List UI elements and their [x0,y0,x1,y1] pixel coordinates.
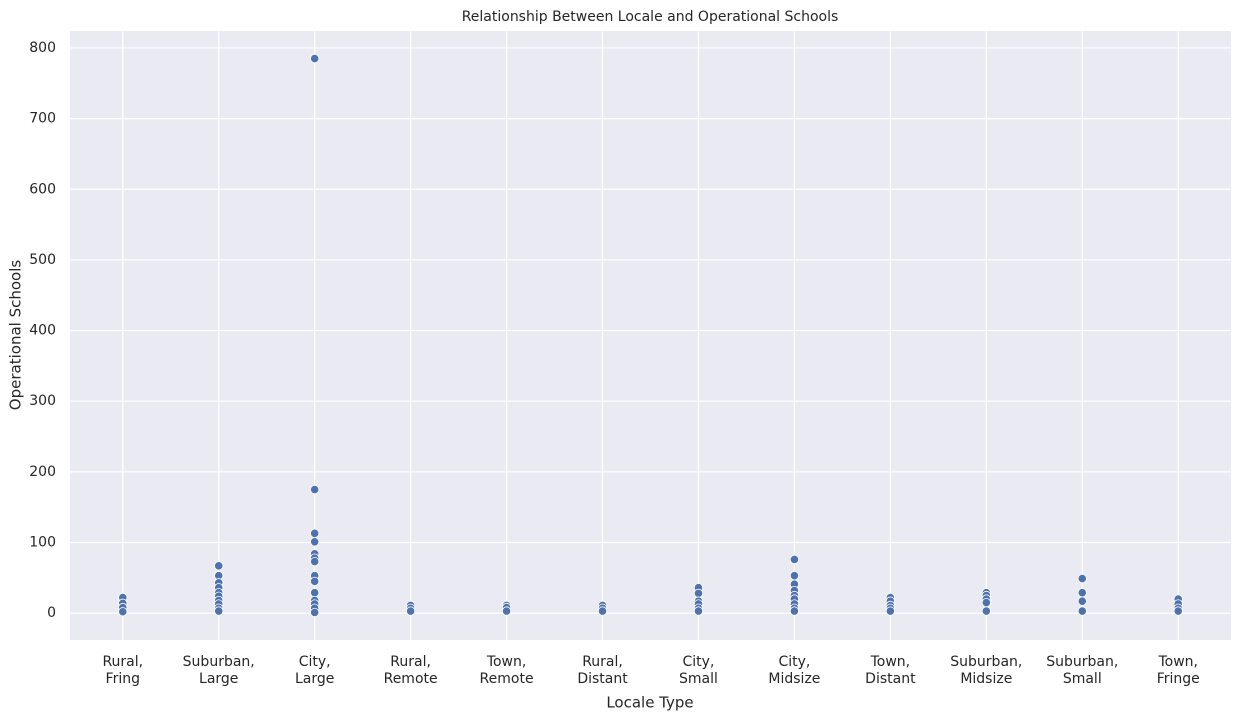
point [1077,588,1087,598]
point [310,528,320,538]
point [981,597,991,608]
point [789,606,800,616]
marks [118,53,1183,618]
x-tick-label: Town, Distant [865,654,916,687]
point [693,606,704,616]
x-axis-label: Locale Type [606,694,693,712]
x-tick-label: Rural, Fring [102,654,143,687]
point [981,606,991,616]
x-tick-label: Town, Remote [480,654,534,687]
point [310,484,320,495]
point [118,607,128,617]
x-tick-label: Rural, Distant [577,654,628,687]
point [693,588,704,598]
chart-title: Relationship Between Locale and Operatio… [462,9,839,25]
point [214,606,224,616]
point [406,606,416,616]
x-tick-label: Rural, Remote [384,654,438,687]
point [1077,606,1087,616]
plot-area [70,31,1231,640]
x-tick-label: Suburban, Large [183,654,255,687]
point [310,537,320,547]
point [1173,606,1183,616]
y-tick-label: 200 [29,464,56,480]
point [501,606,512,616]
point [789,554,800,565]
point [310,53,320,64]
point [1077,596,1087,606]
point [597,606,608,616]
point [310,607,320,618]
x-tick-label: City, Large [295,654,334,687]
y-tick-label: 300 [29,393,56,409]
y-axis-label: Operational Schools [7,260,25,411]
y-tick-label: 600 [29,181,56,197]
grid [70,31,1231,640]
y-tick-label: 800 [29,40,56,56]
point [789,571,800,581]
point [310,556,320,567]
point [1077,573,1087,584]
x-tick-label: City, Midsize [768,654,820,687]
point [885,606,895,616]
y-tick-label: 400 [29,323,56,339]
y-tick-label: 0 [47,605,56,621]
point [214,561,224,571]
point [310,576,320,586]
x-tick-label: Town, Fringe [1157,654,1200,687]
x-tick-label: City, Small [679,654,718,687]
point [310,588,320,598]
y-tick-label: 100 [29,535,56,551]
y-tick-label: 700 [29,111,56,127]
x-tick-label: Suburban, Midsize [950,654,1022,687]
x-tick-label: Suburban, Small [1046,654,1118,687]
y-tick-label: 500 [29,252,56,268]
